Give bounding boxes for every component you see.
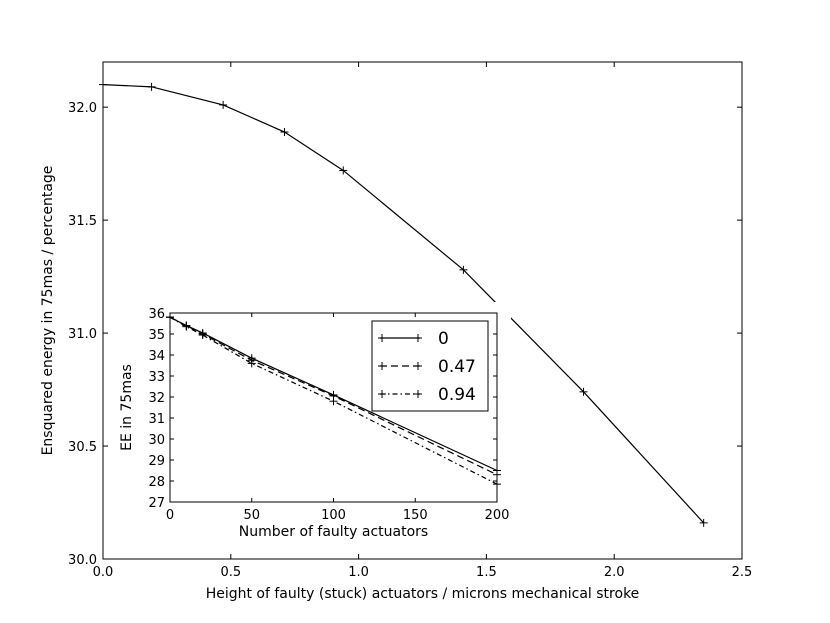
main-chart: 0.0 0.5 1.0 1.5 2.0 2.5 30.0 30.5 31.0 31.5 32.0 H… xyxy=(40,61,752,602)
inset-series-line xyxy=(169,316,498,485)
main-series-layer xyxy=(99,80,708,527)
inset-y-tick-label: 29 xyxy=(148,454,165,469)
inset-y-tick-label: 32 xyxy=(148,391,165,406)
main-data-point xyxy=(579,387,588,396)
inset-y-tick-label: 31 xyxy=(148,412,165,427)
inset-x-tick-label: 0 xyxy=(166,508,174,523)
legend-label: 0 xyxy=(438,329,449,349)
inset-y-tick-label: 34 xyxy=(148,349,165,364)
y-tick-label: 30.0 xyxy=(68,553,97,568)
legend-marker xyxy=(378,334,386,342)
inset-y-tick-label: 33 xyxy=(148,370,165,385)
inset-axis-ticks: 0 50 100 150 200 27 28 29 30 31 32 33 34 35 36 xyxy=(148,307,509,523)
main-plot-frame xyxy=(102,61,743,560)
y-tick-label: 31.0 xyxy=(68,327,97,342)
y-tick-label: 31.5 xyxy=(68,214,97,229)
inset-data-point xyxy=(247,359,256,368)
y-tick-label: 30.5 xyxy=(68,440,97,455)
legend-marker xyxy=(414,390,422,398)
inset-data-point xyxy=(198,331,207,340)
y-tick-label: 32.0 xyxy=(68,101,97,116)
legend-marker xyxy=(378,362,386,370)
x-tick-label: 1.5 xyxy=(476,565,497,580)
legend-marker xyxy=(414,362,422,370)
inset-data-point xyxy=(182,322,191,331)
inset-x-tick-label: 150 xyxy=(403,508,428,523)
legend-label: 0.47 xyxy=(438,357,476,377)
main-axis-ticks: 0.0 0.5 1.0 1.5 2.0 2.5 30.0 30.5 31.0 31.5 32.0 xyxy=(68,62,752,580)
inset-y-tick-label: 35 xyxy=(148,328,165,343)
inset-series-line xyxy=(169,316,498,476)
inset-x-tick-label: 50 xyxy=(243,508,260,523)
x-tick-label: 2.5 xyxy=(732,565,753,580)
inset-y-axis-label: EE in 75mas xyxy=(119,364,135,451)
x-tick-label: 0.0 xyxy=(93,565,114,580)
inset-x-tick-label: 200 xyxy=(485,508,510,523)
inset-chart: 0 50 100 150 200 27 28 29 30 31 32 33 34 35 36 Number … xyxy=(112,302,511,545)
inset-y-tick-label: 36 xyxy=(148,307,165,322)
main-y-axis-label: Ensquared energy in 75mas / percentage xyxy=(40,166,56,456)
inset-y-tick-label: 27 xyxy=(148,496,165,511)
inset-y-tick-label: 28 xyxy=(148,475,165,490)
x-tick-label: 2.0 xyxy=(604,565,625,580)
main-data-point xyxy=(280,128,289,137)
main-series-line xyxy=(102,83,705,524)
main-data-point xyxy=(459,265,468,274)
x-tick-label: 1.0 xyxy=(348,565,369,580)
inset-data-point xyxy=(329,397,338,406)
legend-marker xyxy=(414,334,422,342)
main-x-axis-label: Height of faulty (stuck) actuators / mic… xyxy=(206,586,640,602)
x-tick-label: 0.5 xyxy=(220,565,241,580)
main-data-point xyxy=(339,166,348,175)
inset-legend: 0 0.47 0.94 xyxy=(371,320,489,412)
main-data-point xyxy=(699,518,708,527)
legend-marker xyxy=(378,390,386,398)
inset-x-axis-label: Number of faulty actuators xyxy=(239,524,428,540)
legend-label: 0.94 xyxy=(438,385,476,405)
main-data-point xyxy=(147,82,156,91)
inset-y-tick-label: 30 xyxy=(148,433,165,448)
main-data-point xyxy=(219,100,228,109)
inset-x-tick-label: 100 xyxy=(321,508,346,523)
